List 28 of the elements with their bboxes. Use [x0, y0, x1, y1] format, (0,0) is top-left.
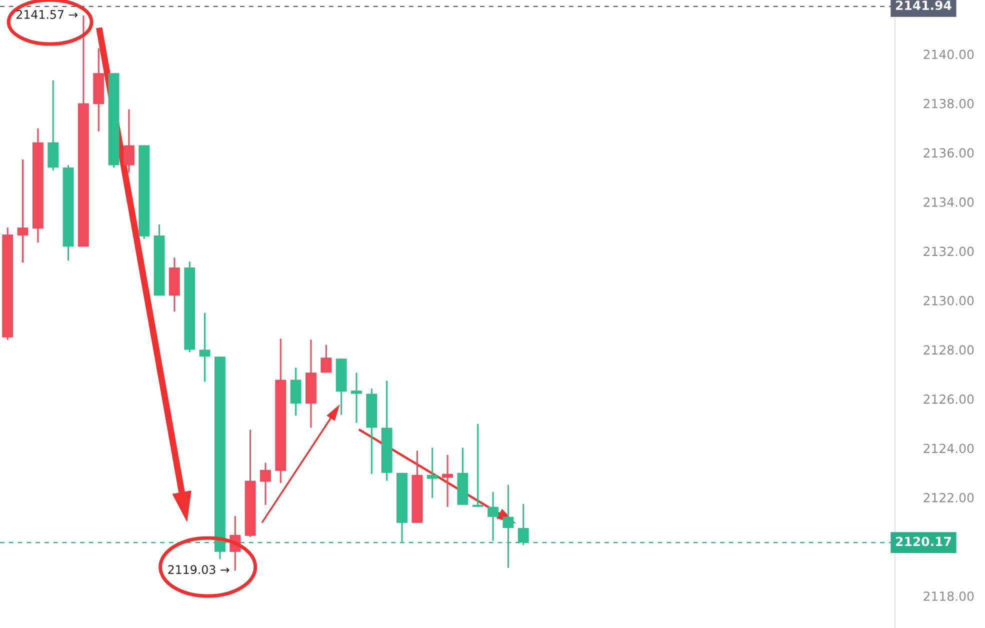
- y-tick-label: 2126.00: [924, 394, 974, 404]
- y-tick-label: 2136.00: [924, 148, 974, 158]
- candlestick: [351, 372, 362, 424]
- ref-line-label: 2141.94: [896, 0, 952, 10]
- annotation: 2141.57 →: [16, 10, 78, 19]
- candlestick: [426, 446, 438, 499]
- y-tick-label: 2124.00: [924, 444, 974, 454]
- y-tick-label: 2138.00: [924, 98, 974, 108]
- y-tick-label: 2140.00: [924, 50, 974, 60]
- candlestick: [320, 344, 332, 374]
- candlestick: [260, 462, 271, 506]
- y-tick-label: 2130.00: [924, 296, 974, 306]
- y-tick-label: 2134.00: [924, 197, 974, 207]
- y-tick-label: 2132.00: [924, 246, 974, 256]
- candlestick: [502, 484, 514, 569]
- candlestick: [290, 366, 302, 416]
- candlestick: [488, 491, 498, 542]
- candlestick: [472, 423, 484, 508]
- annotation: 2119.03 →: [168, 565, 230, 574]
- y-tick-label: 2118.00: [924, 591, 974, 601]
- y-tick-label: 2122.00: [924, 492, 974, 502]
- y-tick-label: 2128.00: [924, 345, 974, 355]
- candlestick: [518, 503, 529, 546]
- candlestick: [123, 108, 134, 174]
- candlestick: [17, 158, 28, 264]
- ref-line-label: 2120.17: [896, 536, 951, 546]
- candlestick: [199, 312, 210, 382]
- candlestick: [442, 454, 453, 508]
